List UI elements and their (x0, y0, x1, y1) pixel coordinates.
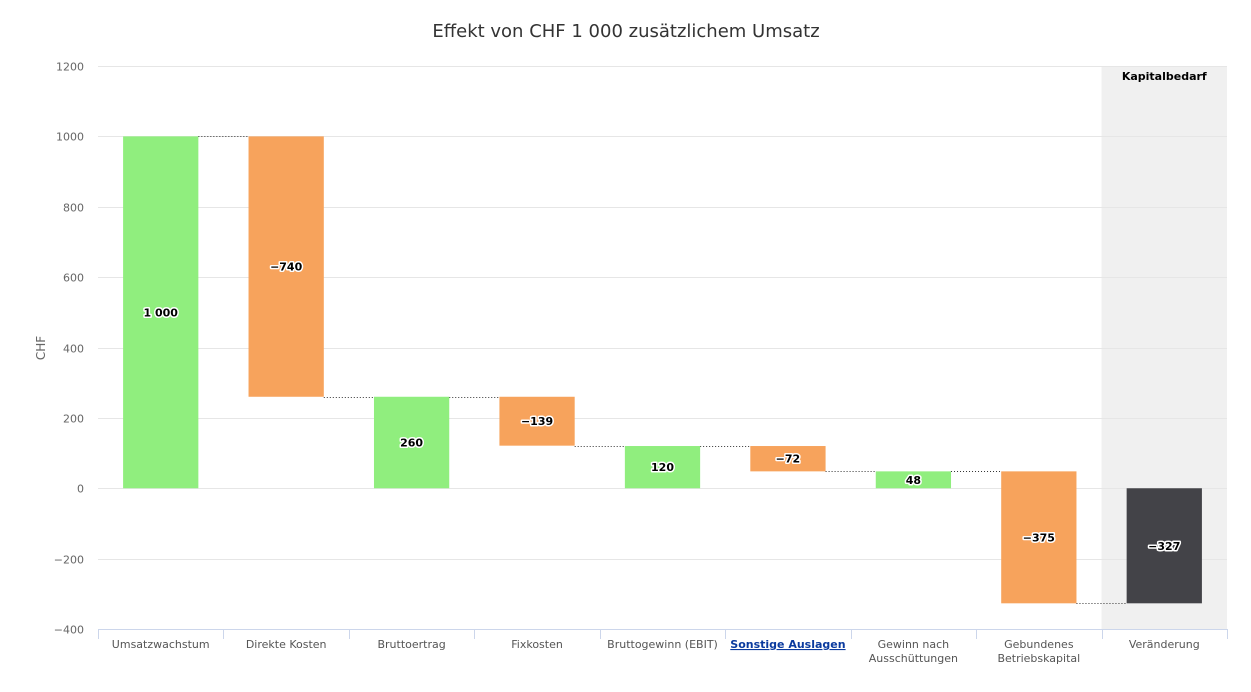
data-label: 48 (906, 474, 921, 487)
bar[interactable] (750, 446, 826, 472)
x-category-label: Gewinn nach Ausschüttungen (869, 638, 958, 665)
data-label-layer: 1 000 −740 260 −139 120 −72 48 −375 −327 (142, 259, 1182, 554)
data-label: 120 (651, 461, 674, 474)
data-label: −375 (1023, 531, 1055, 544)
connector-layer (198, 136, 1127, 604)
y-tick-label: −200 (54, 554, 84, 567)
data-label: 260 (400, 437, 423, 450)
x-category-label[interactable]: Sonstige Auslagen (730, 638, 845, 651)
plot-band-label: Kapitalbedarf (1122, 70, 1207, 83)
data-label: −740 (270, 261, 303, 274)
bar[interactable] (875, 471, 952, 489)
y-tick-label: −400 (54, 624, 84, 637)
y-tick-label: 600 (63, 272, 84, 285)
x-category-label: Veränderung (1129, 638, 1200, 651)
x-category-label: Bruttoertrag (377, 638, 445, 651)
bar[interactable] (624, 446, 701, 489)
data-label: −72 (776, 453, 801, 466)
x-category-label: Umsatzwachstum (112, 638, 210, 651)
y-tick-label: 1200 (56, 61, 84, 74)
bar[interactable] (123, 136, 199, 489)
x-category-label: Fixkosten (511, 638, 563, 651)
x-category-label: Bruttogewinn (EBIT) (607, 638, 718, 651)
data-label: −139 (521, 415, 553, 428)
axis-layer: −400 −200 0 200 400 600 800 1000 1200 Umsatzwachs… (54, 61, 1228, 665)
data-label: 1 000 (143, 306, 178, 319)
x-category-label: Direkte Kosten (246, 638, 327, 651)
bar[interactable] (1001, 471, 1077, 604)
data-label: −327 (1148, 540, 1180, 553)
y-tick-label: 1000 (56, 131, 84, 144)
y-axis-title: CHF (34, 336, 48, 360)
bar[interactable] (499, 396, 575, 446)
bar[interactable] (373, 396, 450, 489)
x-category-label: Gebundenes Betriebskapital (997, 638, 1080, 665)
bar[interactable] (1126, 488, 1202, 604)
y-tick-label: 400 (63, 343, 84, 356)
bar-layer (123, 136, 1202, 604)
bar[interactable] (248, 136, 324, 397)
y-tick-label: 200 (63, 413, 84, 426)
y-tick-label: 800 (63, 202, 84, 215)
chart-title: Effekt von CHF 1 000 zusätzlichem Umsatz (432, 21, 819, 42)
y-tick-label: 0 (77, 483, 84, 496)
